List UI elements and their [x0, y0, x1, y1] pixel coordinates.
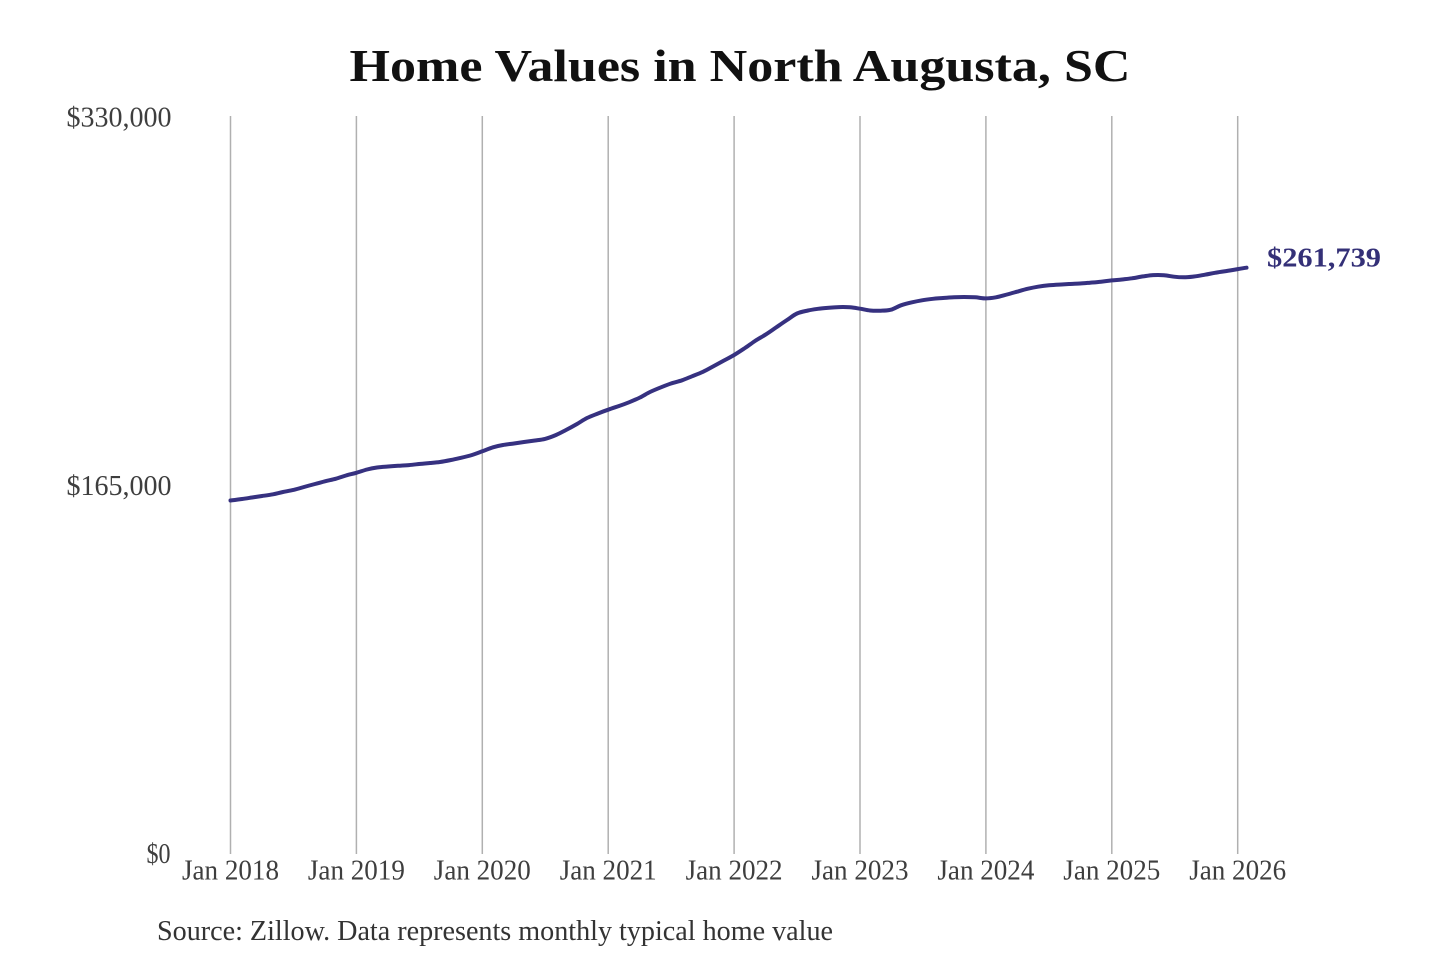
svg-text:$330,000: $330,000: [67, 102, 172, 134]
svg-text:Jan 2026: Jan 2026: [1189, 854, 1286, 886]
svg-text:Jan 2024: Jan 2024: [937, 854, 1034, 886]
svg-text:Home Values in North Augusta,: Home Values in North Augusta, SC: [350, 40, 1131, 91]
svg-text:$261,739: $261,739: [1267, 243, 1381, 273]
svg-text:Jan 2025: Jan 2025: [1063, 854, 1160, 886]
svg-text:Jan 2023: Jan 2023: [812, 854, 909, 886]
svg-text:Jan 2019: Jan 2019: [308, 854, 405, 886]
svg-text:Jan 2020: Jan 2020: [434, 854, 531, 886]
svg-text:Jan 2021: Jan 2021: [560, 854, 657, 886]
svg-text:Source: Zillow. Data represent: Source: Zillow. Data represents monthly …: [157, 915, 833, 947]
svg-text:Jan 2018: Jan 2018: [182, 854, 279, 886]
svg-text:$0: $0: [147, 838, 171, 870]
svg-text:Jan 2022: Jan 2022: [686, 854, 783, 886]
svg-text:$165,000: $165,000: [67, 470, 172, 502]
